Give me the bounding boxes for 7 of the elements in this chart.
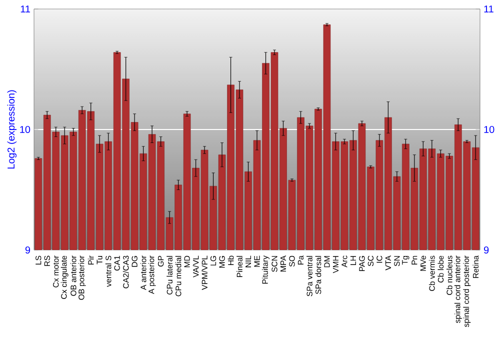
y-tick-label: 11 bbox=[20, 6, 30, 12]
y2-tick-label: 9 bbox=[484, 246, 489, 254]
y2-tick-label: 10 bbox=[484, 126, 494, 134]
y-axis-title: Log2 (expression) bbox=[7, 90, 17, 169]
y-tick-label: 9 bbox=[25, 246, 30, 254]
y2-tick-label: 11 bbox=[484, 6, 494, 12]
y-tick-label: 10 bbox=[20, 126, 30, 134]
